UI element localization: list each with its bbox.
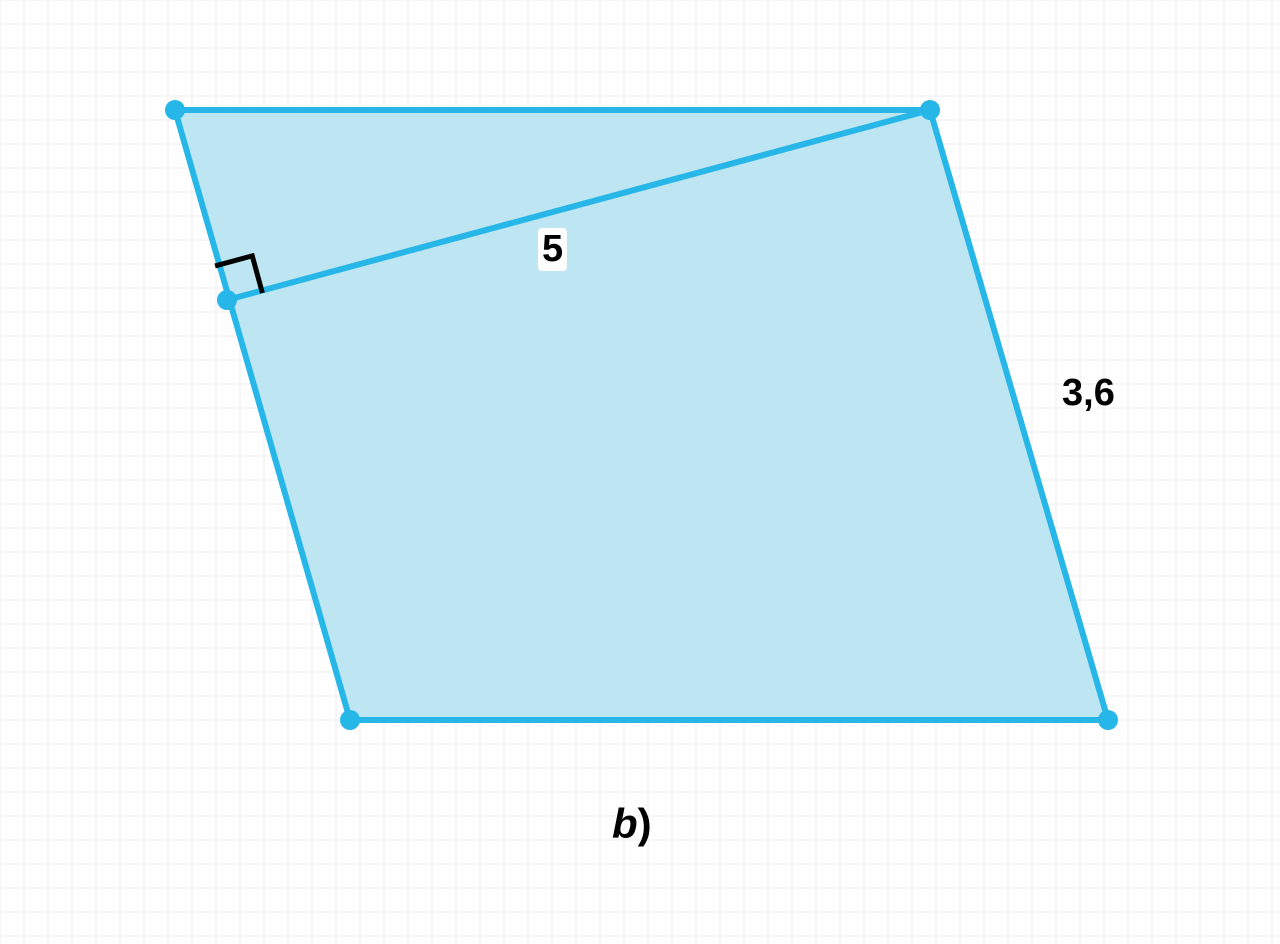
caption-paren: ) [638,800,652,847]
diagram-caption: b) [612,800,652,848]
caption-letter: b [612,800,638,847]
label-side: 3,6 [1058,372,1119,415]
label-diagonal: 5 [538,228,567,271]
